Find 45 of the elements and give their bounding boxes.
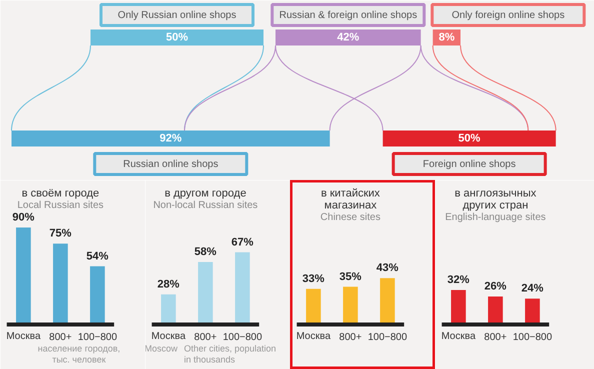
chart-subtitle: Non-local Russian sites bbox=[153, 200, 258, 211]
data-label: 33% bbox=[302, 272, 325, 285]
data-label: 50% bbox=[458, 132, 481, 144]
data-label: 92% bbox=[160, 132, 182, 144]
x-tick-label: 800+ bbox=[339, 332, 362, 343]
x-tick-label: 800+ bbox=[484, 332, 507, 343]
text: население городов, тыс. человек bbox=[38, 344, 120, 364]
data-label: 43% bbox=[376, 262, 399, 274]
data-label: 75% bbox=[49, 228, 72, 240]
x-tick-label: Москва bbox=[6, 331, 41, 342]
category-label: Foreign online shops bbox=[422, 159, 516, 170]
category-label: Russian & foreign online shops bbox=[279, 10, 418, 21]
data-label: 8% bbox=[438, 32, 455, 44]
data-label: 90% bbox=[12, 212, 35, 224]
data-label: 67% bbox=[231, 236, 254, 248]
chart-subtitle: English-language sites bbox=[445, 212, 546, 223]
x-tick-label: Москва bbox=[151, 331, 186, 342]
text: Moscow bbox=[144, 344, 178, 354]
text: Other cities, population in thousands bbox=[184, 344, 276, 364]
x-tick-label: 100−800 bbox=[368, 332, 408, 343]
chart-subtitle: Local Russian sites bbox=[17, 200, 104, 211]
data-label: 24% bbox=[521, 282, 544, 295]
x-tick-label: Москва bbox=[441, 331, 476, 342]
x-tick-label: 100−800 bbox=[512, 332, 552, 343]
chart-title: в китайских магазинах bbox=[320, 188, 380, 212]
chart-title: в своём городе bbox=[22, 188, 100, 200]
category-label: Only foreign online shops bbox=[452, 10, 565, 21]
x-tick-label: Москва bbox=[296, 331, 331, 342]
category-label: Only Russian online shops bbox=[118, 10, 236, 21]
data-label: 58% bbox=[194, 246, 217, 258]
data-label: 35% bbox=[339, 270, 362, 283]
chart-title: в другом городе bbox=[164, 188, 246, 200]
data-label: 26% bbox=[484, 280, 507, 292]
x-tick-label: 100−800 bbox=[222, 332, 262, 343]
data-label: 28% bbox=[157, 278, 180, 290]
data-label: 32% bbox=[447, 274, 470, 286]
x-tick-label: 800+ bbox=[49, 332, 72, 343]
data-label: 50% bbox=[166, 32, 188, 44]
data-label: 54% bbox=[86, 250, 109, 262]
x-tick-label: 100−800 bbox=[78, 332, 118, 343]
category-label: Russian online shops bbox=[123, 159, 218, 170]
chart-subtitle: Chinese sites bbox=[320, 212, 380, 223]
data-label: 42% bbox=[337, 32, 360, 44]
chart-title: в англоязычных других стран bbox=[454, 188, 537, 212]
x-tick-label: 800+ bbox=[194, 332, 217, 343]
